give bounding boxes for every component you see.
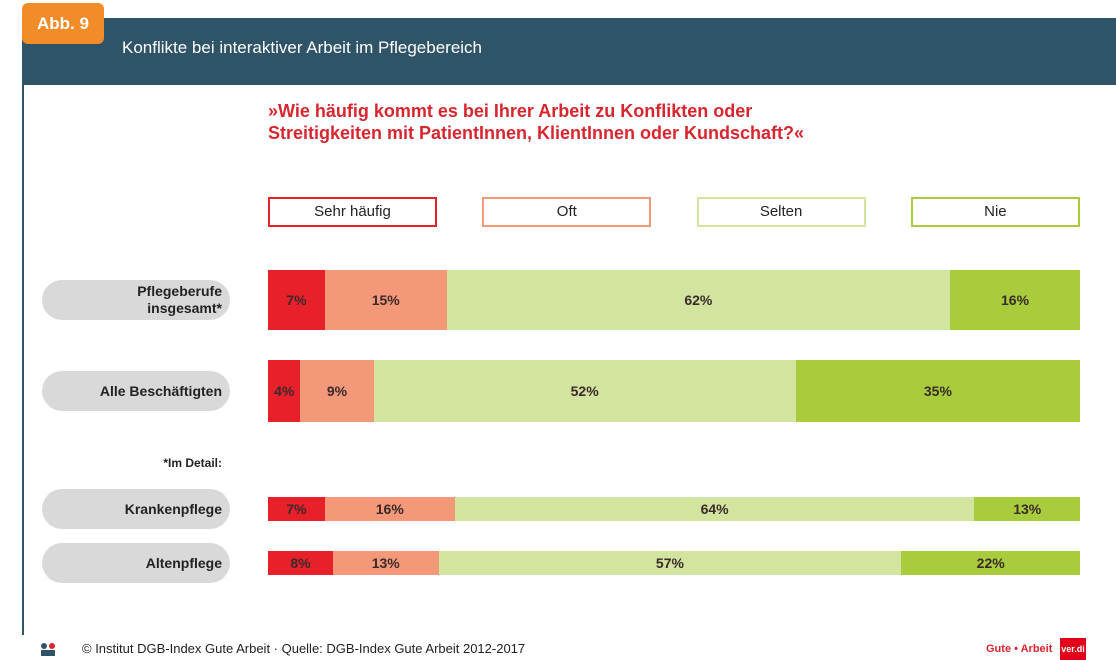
value-label: 4%: [274, 383, 295, 399]
bar-segment: [446, 270, 951, 330]
bar-segment: [901, 551, 1080, 575]
category-pill: [42, 489, 230, 529]
value-label: 64%: [700, 501, 729, 517]
bar-segment: [373, 360, 796, 422]
value-label: 35%: [923, 383, 952, 399]
value-label: 7%: [286, 292, 307, 308]
legend-item: Oft: [482, 197, 652, 227]
bar-segment: [268, 360, 301, 422]
value-label: 13%: [1013, 501, 1042, 517]
category-label: Pflegeberufe insgesamt*: [137, 283, 222, 316]
value-label: 52%: [570, 383, 599, 399]
bar-segment: [268, 270, 325, 330]
bar-segment: [324, 497, 455, 521]
category-label: Alle Beschäftigten: [99, 382, 222, 399]
category-pill: [42, 280, 230, 320]
bar-segment: [950, 270, 1080, 330]
category-pill: [42, 543, 230, 583]
header-band: [22, 18, 1116, 85]
bar-segment: [324, 270, 447, 330]
bar-segment: [795, 360, 1080, 422]
value-label: 8%: [290, 555, 311, 571]
note: *Im Detail:: [163, 456, 222, 470]
value-label: 16%: [1001, 292, 1030, 308]
source: © Institut DGB-Index Gute Arbeit · Quell…: [82, 641, 526, 656]
chart-subtitle: »Wie häufig kommt es bei Ihrer Arbeit zu…: [268, 101, 805, 143]
frame-line: [22, 85, 24, 635]
category-label: Krankenpflege: [124, 500, 222, 517]
legend-item: Nie: [910, 197, 1080, 227]
value-label: 13%: [371, 555, 400, 571]
value-label: 22%: [976, 555, 1005, 571]
bar-segment: [268, 551, 333, 575]
bar-segment: [332, 551, 439, 575]
figure-label: Abb. 9: [22, 3, 104, 44]
category-pill: [42, 371, 230, 411]
value-label: 57%: [655, 555, 684, 571]
bar-segment: [438, 551, 902, 575]
legend-item: Sehr häufig: [268, 197, 437, 227]
legend-item: Selten: [696, 197, 866, 227]
bar-segment: [300, 360, 374, 422]
value-label: 9%: [326, 383, 348, 399]
bar-segment: [268, 497, 325, 521]
bar-segment: [974, 497, 1080, 521]
bar-segment: [454, 497, 975, 521]
value-label: 62%: [684, 292, 713, 308]
value-label: 7%: [286, 501, 307, 517]
logo-badge: ver.di: [1060, 638, 1086, 660]
logo-text: Gute • Arbeit: [986, 643, 1053, 655]
value-label: 16%: [375, 501, 404, 517]
category-label: Altenpflege: [145, 554, 222, 571]
icon: [41, 643, 55, 656]
value-label: 15%: [371, 292, 400, 308]
chart-title: Konflikte bei interaktiver Arbeit im Pfl…: [122, 38, 483, 57]
